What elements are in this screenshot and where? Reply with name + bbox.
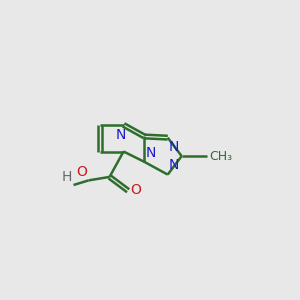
Text: N: N	[169, 140, 179, 154]
Text: H: H	[62, 170, 72, 184]
Text: N: N	[169, 158, 179, 172]
Text: N: N	[116, 128, 126, 142]
Text: CH₃: CH₃	[209, 150, 232, 163]
Text: O: O	[76, 165, 87, 179]
Text: N: N	[146, 146, 156, 160]
Text: O: O	[130, 183, 141, 197]
